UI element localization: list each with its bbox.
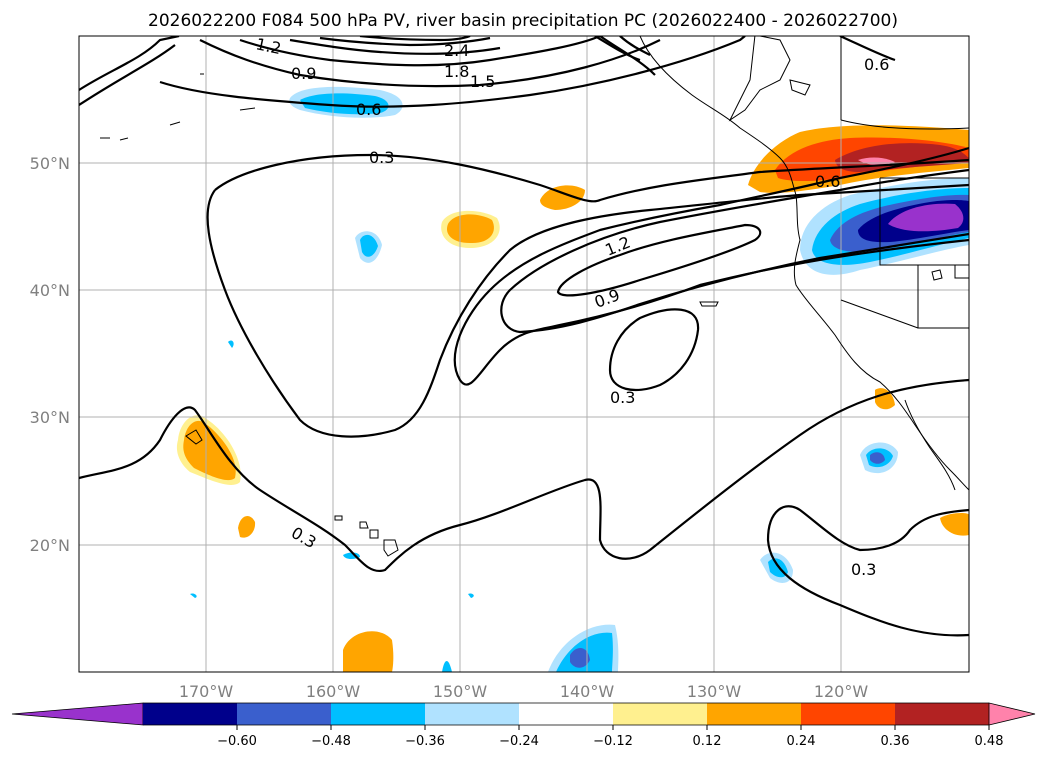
colorbar-tick-label: −0.24 bbox=[499, 734, 539, 749]
contour-label-2.4: 2.4 bbox=[444, 41, 469, 60]
contour-label-0.3-d: 0.3 bbox=[851, 560, 876, 579]
x-tick-label: 140°W bbox=[560, 682, 615, 701]
contour-label-1.2-a: 1.2 bbox=[254, 34, 283, 58]
map-frame bbox=[78, 35, 970, 673]
colorbar-extend-low bbox=[11, 702, 144, 726]
colorbar-tick-label: −0.36 bbox=[405, 734, 445, 749]
contour-label-0.6-b: 0.6 bbox=[864, 55, 889, 74]
contour-label-0.6-c: 0.6 bbox=[815, 172, 840, 191]
pv-contour-0.9-north bbox=[199, 39, 661, 88]
gridlines bbox=[79, 36, 969, 672]
contour-label-1.5: 1.5 bbox=[470, 72, 495, 91]
pv-contour-0.6 bbox=[159, 36, 746, 108]
contour-label-0.3-a: 0.3 bbox=[369, 148, 394, 167]
colorbar-tick-label: 0.24 bbox=[787, 734, 816, 749]
y-tick-label: 40°N bbox=[30, 281, 70, 300]
x-tick-label: 130°W bbox=[687, 682, 742, 701]
colorbar-segment bbox=[331, 703, 426, 725]
precip-shading bbox=[176, 86, 969, 672]
colorbar-tick-label: −0.60 bbox=[217, 734, 257, 749]
y-tick-label: 50°N bbox=[30, 154, 70, 173]
precip-region-hawaii-positive bbox=[183, 420, 236, 481]
contour-label-1.8: 1.8 bbox=[444, 62, 469, 81]
colorbar-segment bbox=[895, 703, 990, 725]
y-tick-label: 30°N bbox=[30, 408, 70, 427]
pv-contour-1.2 bbox=[556, 223, 762, 297]
colorbar-extend-high bbox=[988, 702, 1036, 726]
map-area: 0.3 0.3 0.3 0.3 0.6 0.6 0.6 0.9 0.9 1.2 … bbox=[79, 34, 969, 672]
pv-contour-0.3-inner bbox=[608, 308, 700, 392]
y-tick-label: 20°N bbox=[30, 536, 70, 555]
colorbar-segment bbox=[801, 703, 896, 725]
x-tick-label: 120°W bbox=[814, 682, 869, 701]
contour-label-0.3-c: 0.3 bbox=[610, 388, 635, 407]
colorbar-tick-label: 0.12 bbox=[693, 734, 722, 749]
pv-contour-0.3-south bbox=[79, 378, 969, 573]
colorbar-segment bbox=[425, 703, 520, 725]
colorbar-tick-label: −0.48 bbox=[311, 734, 351, 749]
pv-contours bbox=[79, 36, 969, 637]
colorbar-segment bbox=[519, 703, 614, 725]
colorbar: −0.60 −0.48 −0.36 −0.24 −0.12 0.12 0.24 0.36 0.4… bbox=[11, 702, 1036, 749]
x-axis-labels: 170°W 160°W 150°W 140°W 130°W 120°W bbox=[179, 682, 869, 701]
pv-contour-0.3-north bbox=[214, 153, 969, 203]
y-axis-labels: 50°N 40°N 30°N 20°N bbox=[30, 154, 70, 555]
x-tick-label: 170°W bbox=[179, 682, 234, 701]
colorbar-tick-label: 0.36 bbox=[881, 734, 910, 749]
x-tick-label: 150°W bbox=[433, 682, 488, 701]
contour-label-0.9-a: 0.9 bbox=[291, 64, 316, 83]
colorbar-outline bbox=[143, 702, 989, 726]
pv-contour-0.3-se bbox=[766, 505, 969, 637]
pv-contour-0.9 bbox=[500, 168, 969, 334]
colorbar-segment bbox=[707, 703, 802, 725]
colorbar-segment bbox=[613, 703, 708, 725]
contour-label-0.6-a: 0.6 bbox=[356, 100, 381, 119]
colorbar-tick-label: −0.12 bbox=[593, 734, 633, 749]
x-tick-label: 160°W bbox=[306, 682, 361, 701]
chart-title: 2026022200 F084 500 hPa PV, river basin … bbox=[148, 11, 898, 31]
coastlines bbox=[100, 36, 969, 557]
colorbar-segment bbox=[143, 703, 238, 725]
colorbar-segment bbox=[237, 703, 332, 725]
colorbar-tick-label: 0.48 bbox=[975, 734, 1004, 749]
